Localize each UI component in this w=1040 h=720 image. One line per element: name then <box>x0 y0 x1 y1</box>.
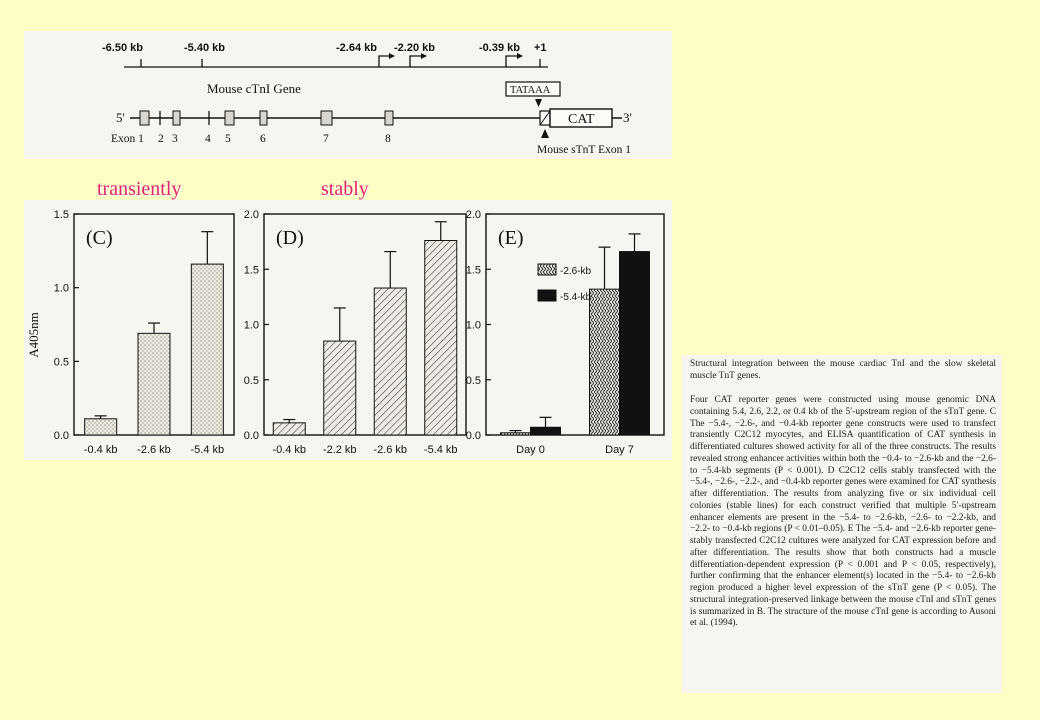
legend-label: -5.4-kb <box>560 292 592 303</box>
x-tick-label: -2.2 kb <box>323 444 357 456</box>
panel-label: (C) <box>86 227 113 249</box>
gene-map-figure: -6.50 kb -5.40 kb -2.64 kb -2.20 kb -0.3… <box>24 31 672 159</box>
annotation-stably: stably <box>321 178 369 200</box>
five-prime-label: 5' <box>116 110 125 125</box>
bar <box>323 340 357 436</box>
x-tick-label: -2.6 kb <box>137 444 171 456</box>
y-tick-label: 1.0 <box>54 283 69 295</box>
cat-label: CAT <box>568 112 595 127</box>
exon-label: 5 <box>225 133 231 145</box>
panel-label: (E) <box>498 227 524 249</box>
y-tick-label: 0.5 <box>54 356 69 368</box>
x-tick-label: -5.4 kb <box>424 444 458 456</box>
legend-label: -2.6-kb <box>560 266 592 277</box>
charts-svg: A405nm (C) 0.0 0.5 1.0 1.5 -0.4 kb -2.6 kb -5.4… <box>26 209 665 456</box>
y-tick-label: 1.5 <box>54 209 69 221</box>
y-tick-label: 0.0 <box>244 430 259 442</box>
exon-label: 3 <box>172 133 178 145</box>
pos-label: -2.20 kb <box>394 42 435 54</box>
y-axis-label: A405nm <box>26 312 41 358</box>
bar <box>589 288 620 436</box>
y-tick-label: 2.0 <box>466 209 481 221</box>
bar <box>84 418 118 436</box>
x-tick-label: -0.4 kb <box>272 444 306 456</box>
panel-label: (D) <box>276 227 304 249</box>
pos-label: -6.50 kb <box>102 42 143 54</box>
three-prime-label: 3' <box>623 110 632 125</box>
gene-label: Mouse cTnI Gene <box>207 81 301 96</box>
y-tick-label: 2.0 <box>244 209 259 221</box>
exon-label: 4 <box>205 133 211 145</box>
tata-label: TATAAA <box>510 85 551 96</box>
y-tick-label: 0.0 <box>54 430 69 442</box>
exon-label: 6 <box>260 133 266 145</box>
bar <box>190 263 224 436</box>
x-tick-label: -5.4 kb <box>191 444 225 456</box>
exon-label: 8 <box>385 133 391 145</box>
pos-label: -0.39 kb <box>479 42 520 54</box>
exon-label: 7 <box>323 133 329 145</box>
x-tick-label: Day 0 <box>516 444 545 456</box>
caption-body: Four CAT reporter genes were constructed… <box>690 395 996 630</box>
gene-map-svg: -6.50 kb -5.40 kb -2.64 kb -2.20 kb -0.3… <box>102 42 632 156</box>
figure-caption: Structural integration between the mouse… <box>682 355 1002 693</box>
legend-swatch <box>537 289 557 302</box>
bar <box>373 287 407 436</box>
y-tick-label: 1.0 <box>466 320 481 332</box>
caption-paragraph: Four CAT reporter genes were constructed… <box>690 395 999 629</box>
y-tick-label: 1.5 <box>466 264 481 276</box>
bar <box>619 251 650 436</box>
pos-label: -5.40 kb <box>184 42 225 54</box>
legend-swatch <box>537 263 557 276</box>
bar <box>500 432 531 436</box>
pos-label: -2.64 kb <box>336 42 377 54</box>
y-tick-label: 0.5 <box>244 375 259 387</box>
pos-label: +1 <box>534 42 547 54</box>
bar <box>424 240 458 436</box>
bar-charts-figure: A405nm (C) 0.0 0.5 1.0 1.5 -0.4 kb -2.6 kb -5.4… <box>24 200 672 460</box>
tata-box <box>505 81 561 97</box>
exon-label: Exon 1 <box>111 133 144 145</box>
stnt-label: Mouse sTnT Exon 1 <box>537 144 631 156</box>
y-tick-label: 0.0 <box>466 430 481 442</box>
bar <box>272 422 306 436</box>
exon-label: 2 <box>158 133 164 145</box>
caption-title: Structural integration between the mouse… <box>690 359 996 381</box>
y-tick-label: 0.5 <box>466 375 481 387</box>
bar <box>137 332 171 436</box>
x-tick-label: -0.4 kb <box>84 444 118 456</box>
x-tick-label: Day 7 <box>605 444 634 456</box>
x-tick-label: -2.6 kb <box>373 444 407 456</box>
bar <box>530 426 561 436</box>
y-tick-label: 1.5 <box>244 264 259 276</box>
y-tick-label: 1.0 <box>244 320 259 332</box>
annotation-transiently: transiently <box>97 178 182 200</box>
